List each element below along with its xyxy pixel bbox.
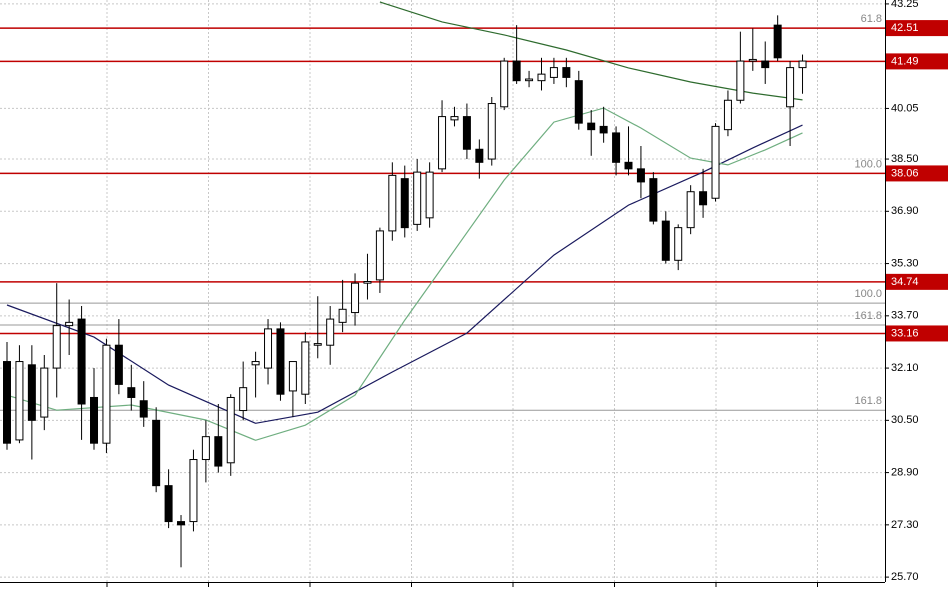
candle-body	[40, 367, 49, 418]
candle-body	[599, 125, 608, 134]
candle-body	[388, 174, 397, 232]
y-tick-label: 35.30	[891, 257, 919, 269]
y-tick-label: 25.70	[891, 571, 919, 583]
y-tick-label: 40.05	[891, 102, 919, 114]
candle-body	[351, 282, 360, 314]
level-label: 34.74	[891, 276, 919, 288]
level-label: 38.06	[891, 167, 919, 179]
candle-body	[338, 308, 347, 323]
fib-label: 100.0	[854, 158, 882, 170]
candle-body	[251, 361, 260, 366]
candle-body	[462, 116, 471, 150]
candle-body	[52, 325, 61, 369]
candle-body	[288, 361, 297, 392]
candle-body	[686, 191, 695, 229]
level-label: 33.16	[891, 327, 919, 339]
candle-body	[226, 396, 235, 464]
candle-body	[537, 73, 546, 82]
y-tick-label: 33.70	[891, 310, 919, 322]
candle-body	[549, 67, 558, 78]
candle-body	[624, 161, 633, 170]
candle-body	[699, 191, 708, 206]
level-tag	[886, 20, 948, 37]
candle-body	[102, 344, 111, 444]
level-tag	[886, 325, 948, 342]
candle-body	[425, 171, 434, 219]
candle-body	[375, 230, 384, 281]
fib-label: 100.0	[854, 288, 882, 300]
candle-body	[649, 178, 658, 222]
candle-body	[587, 122, 596, 131]
candle-body	[748, 58, 757, 62]
candle-body	[90, 396, 99, 444]
candle-body	[301, 341, 310, 395]
fib-label: 161.8	[854, 310, 882, 322]
level-tag	[886, 53, 948, 70]
y-tick-label: 38.50	[891, 153, 919, 165]
level-label: 42.51	[891, 22, 919, 34]
candle-body	[574, 80, 583, 124]
candle-body	[786, 67, 795, 108]
candle-body	[201, 436, 210, 461]
candle-body	[612, 132, 621, 163]
y-tick-label: 28.90	[891, 466, 919, 478]
candle-body	[214, 436, 223, 467]
candle-body	[512, 60, 521, 82]
y-tick-label: 30.50	[891, 414, 919, 426]
candle-body	[798, 60, 807, 69]
candle-body	[674, 227, 683, 261]
candle-body	[114, 344, 123, 385]
candle-body	[264, 328, 273, 369]
candle-body	[487, 103, 496, 160]
candle-body	[152, 419, 161, 487]
candle-body	[313, 343, 322, 346]
candle-body	[177, 521, 186, 526]
candle-body	[363, 281, 372, 284]
level-tag	[886, 165, 948, 182]
candle-body	[139, 400, 148, 418]
level-tag	[886, 273, 948, 290]
candle-body	[27, 364, 36, 421]
candle-body	[475, 148, 484, 163]
candle-body	[189, 459, 198, 523]
y-tick-label: 43.25	[891, 0, 919, 10]
candle-body	[500, 60, 509, 108]
candle-body	[164, 485, 173, 523]
candle-body	[65, 321, 74, 327]
y-tick-label: 27.30	[891, 519, 919, 531]
candle-body	[661, 220, 670, 261]
candle-body	[77, 318, 86, 405]
candle-body	[413, 171, 422, 225]
candle-body	[636, 168, 645, 183]
level-label: 41.49	[891, 55, 919, 67]
candle-body	[525, 78, 534, 82]
candle-body	[276, 328, 285, 395]
candle-body	[562, 67, 571, 78]
candle-body	[450, 116, 459, 121]
candle-body	[438, 116, 447, 170]
candle-body	[3, 361, 11, 444]
candle-body	[723, 99, 732, 131]
candle-body	[15, 361, 24, 441]
candle-body	[711, 125, 720, 199]
candle-body	[239, 387, 248, 412]
candle-body	[400, 178, 409, 229]
candle-body	[127, 387, 136, 398]
moving-average	[6, 124, 803, 424]
fib-label: 161.8	[854, 395, 882, 407]
candle-body	[761, 60, 770, 69]
fib-label: 61.8	[861, 13, 882, 25]
candle-body	[773, 24, 782, 59]
candle-body	[326, 318, 335, 346]
candle-body	[736, 60, 745, 101]
moving-average	[6, 107, 803, 441]
y-tick-label: 32.10	[891, 362, 919, 374]
y-tick-label: 36.90	[891, 205, 919, 217]
